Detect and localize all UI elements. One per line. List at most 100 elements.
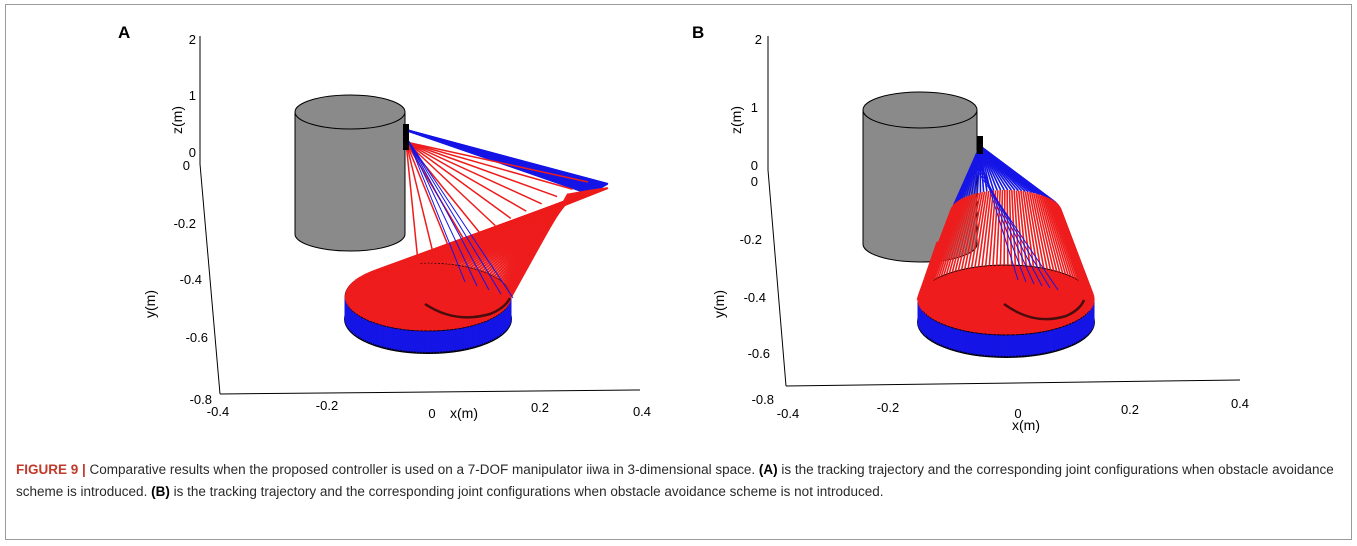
y-axis-label: y(m) bbox=[142, 290, 158, 318]
lower-link bbox=[1028, 191, 1045, 269]
y-tick-label: -0.2 bbox=[174, 216, 196, 231]
obstacle-cylinder bbox=[294, 94, 406, 252]
lower-link bbox=[995, 190, 1001, 266]
y-tick-label: -0.8 bbox=[752, 392, 774, 407]
lower-link bbox=[984, 190, 995, 267]
lower-link bbox=[1026, 191, 1042, 268]
x-tick-label: 0 bbox=[428, 406, 435, 421]
y-tick-label: -0.4 bbox=[744, 290, 766, 305]
link-sparse-blue bbox=[977, 163, 1043, 287]
link-sparse bbox=[405, 141, 496, 227]
lower-link bbox=[1022, 190, 1035, 267]
x-tick-label: -0.2 bbox=[877, 400, 899, 415]
cone-edge bbox=[916, 241, 940, 301]
caption-ref-b: (B) bbox=[151, 484, 170, 499]
link-sparse bbox=[405, 141, 419, 263]
link-sparse bbox=[405, 141, 512, 219]
caption-label: FIGURE 9 | bbox=[16, 462, 86, 477]
y-tick-label: 0 bbox=[751, 174, 758, 189]
x-tick-label: 0.2 bbox=[531, 400, 549, 415]
lower-link bbox=[927, 201, 959, 284]
lower-link bbox=[940, 196, 967, 277]
link-sparse-blue bbox=[407, 139, 466, 283]
link-sparse bbox=[405, 141, 542, 205]
lower-link bbox=[957, 193, 978, 271]
x-axis-line bbox=[219, 389, 641, 395]
panel-a-label: A bbox=[118, 23, 130, 42]
lower-link bbox=[1013, 190, 1020, 266]
x-tick-label: -0.2 bbox=[316, 398, 338, 413]
lower-link bbox=[1015, 190, 1024, 266]
lower-link bbox=[1036, 193, 1058, 272]
robot-base-a bbox=[403, 124, 409, 150]
z-tick-label: 0 bbox=[189, 145, 196, 160]
caption-text-1: Comparative results when the proposed co… bbox=[85, 462, 759, 477]
lower-link bbox=[935, 198, 964, 279]
link-sparse-blue bbox=[407, 139, 514, 299]
y-axis-label: y(m) bbox=[711, 290, 727, 318]
y-axis-line bbox=[199, 163, 221, 395]
z-tick-label: 2 bbox=[755, 32, 762, 47]
figure-caption: FIGURE 9 | Comparative results when the … bbox=[16, 459, 1336, 503]
panel-a-plot: A -0.4 -0.2 0 0.2 0.4 0 -0.2 -0.4 -0.6 -0.8 2 1 0 x(… bbox=[118, 23, 651, 421]
link-sparse-blue bbox=[977, 167, 1051, 289]
link-sparse bbox=[405, 141, 573, 190]
lower-link bbox=[974, 191, 988, 268]
lower-link bbox=[1003, 189, 1006, 266]
upper-link bbox=[979, 145, 1059, 206]
joint-configurations-a bbox=[344, 129, 609, 353]
lower-link bbox=[945, 195, 970, 275]
lower-link bbox=[1050, 199, 1079, 280]
y-tick-label: -0.2 bbox=[740, 232, 762, 247]
lower-link bbox=[929, 200, 960, 283]
lower-link bbox=[1024, 191, 1038, 268]
lower-link bbox=[967, 191, 984, 269]
lower-link bbox=[1047, 197, 1074, 278]
link-sparse-blue bbox=[407, 139, 490, 291]
panel-b-plot: B -0.4 -0.2 0 0.2 0.4 0 -0.2 -0.4 -0.6 -0.8 2 1 0 x(… bbox=[692, 23, 1249, 433]
lower-link bbox=[943, 196, 968, 276]
robot-base-b bbox=[977, 136, 983, 154]
lower-link bbox=[1034, 193, 1055, 271]
y-tick-label: -0.6 bbox=[186, 330, 208, 345]
lower-link bbox=[1030, 192, 1048, 270]
lower-link bbox=[1058, 217, 1092, 310]
panel-b-label: B bbox=[692, 23, 704, 42]
lower-link bbox=[1059, 215, 1094, 307]
caption-text-3: is the tracking trajectory and the corre… bbox=[169, 484, 884, 499]
lower-link bbox=[1058, 216, 1093, 309]
y-tick-label: -0.6 bbox=[748, 346, 770, 361]
lower-link bbox=[1045, 196, 1072, 277]
z-axis-label: z(m) bbox=[169, 106, 185, 134]
lower-link bbox=[1038, 194, 1061, 273]
y-tick-label: -0.4 bbox=[180, 272, 202, 287]
link-sparse bbox=[405, 141, 558, 198]
x-tick-label: -0.4 bbox=[777, 406, 799, 421]
caption-ref-a: (A) bbox=[758, 462, 778, 477]
caption-text-2: is the tracking trajectory and the corre… bbox=[16, 462, 1334, 499]
lower-link bbox=[1008, 190, 1013, 266]
lower-link bbox=[981, 190, 992, 267]
z-tick-label: 0 bbox=[751, 158, 758, 173]
link-sparse-blue bbox=[977, 171, 1059, 291]
lower-link bbox=[510, 193, 569, 298]
x-tick-label: -0.4 bbox=[207, 404, 229, 419]
panel-b-ticks: -0.4 -0.2 0 0.2 0.4 0 -0.2 -0.4 -0.6 -0.8 2 1 0 bbox=[740, 32, 1249, 421]
link-sparse bbox=[405, 141, 589, 183]
lower-link bbox=[1044, 196, 1069, 276]
x-axis-label: x(m) bbox=[450, 405, 478, 421]
x-tick-label: 0.4 bbox=[1231, 396, 1249, 411]
x-tick-label: 0.2 bbox=[1121, 402, 1139, 417]
lower-link bbox=[948, 194, 972, 274]
lower-link bbox=[933, 199, 962, 280]
x-axis-label: x(m) bbox=[1012, 417, 1040, 433]
lower-link bbox=[1032, 192, 1052, 270]
figure-frame bbox=[5, 4, 1352, 540]
lower-link bbox=[938, 197, 965, 278]
x-axis-line bbox=[785, 379, 1241, 387]
y-axis-line bbox=[767, 169, 787, 387]
lower-link bbox=[964, 192, 982, 270]
link-sparse-blue bbox=[407, 139, 502, 295]
lower-link bbox=[970, 191, 986, 268]
x-tick-label: 0.4 bbox=[633, 404, 651, 419]
